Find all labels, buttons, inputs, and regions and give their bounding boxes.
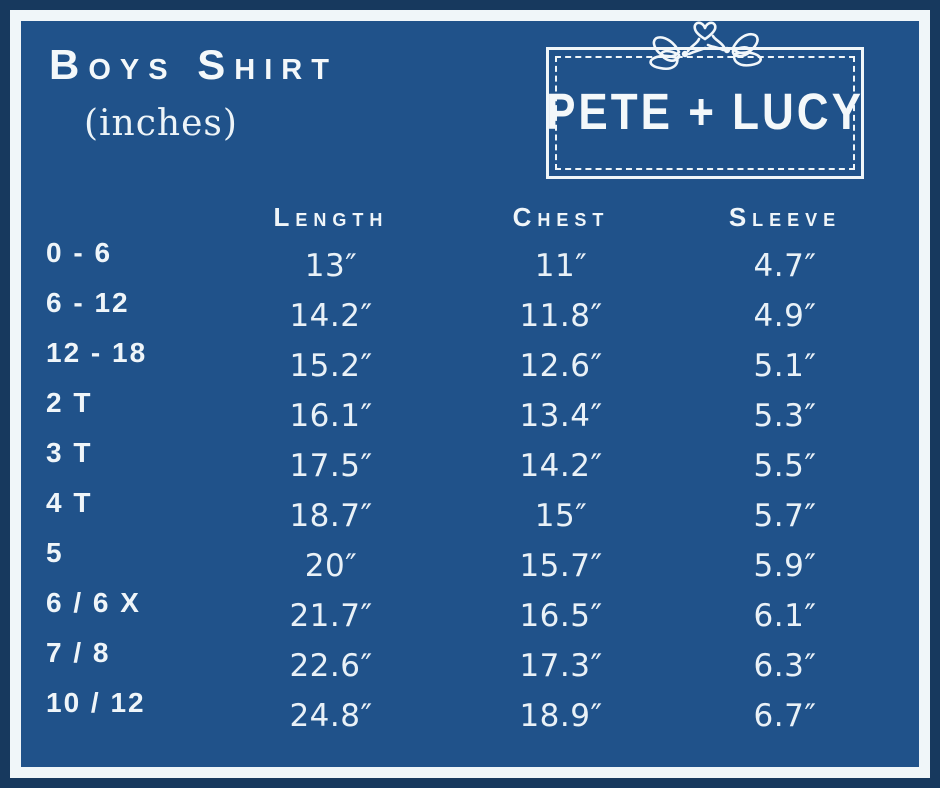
heart-icon [693,21,717,41]
row-length-value: 18.7″ [289,498,373,534]
row-length-value: 22.6″ [289,648,373,684]
table-header-row: Length Chest Sleeve [21,197,899,237]
row-size-label: 0 - 6 [46,237,113,268]
row-size-label: 2 T [46,387,93,418]
row-sleeve-value: 4.7″ [753,248,817,284]
row-sleeve-value: 6.3″ [753,648,817,684]
row-size-label: 7 / 8 [46,637,111,668]
row-sleeve-value: 6.7″ [753,698,817,734]
row-size-label: 4 T [46,487,93,518]
table-body: 0 - 6 13″ 11″ 4.7″ 6 - 12 14.2″ 11.8″ 4.9″ 12 - … [21,237,899,737]
row-sleeve-value: 4.9″ [753,298,817,334]
size-chart: Length Chest Sleeve 0 - 6 13″ 11″ 4.7″ 6 - 1… [21,197,899,737]
column-header-chest: Chest [512,201,610,232]
table-row: 0 - 6 13″ 11″ 4.7″ [21,237,899,287]
row-size-label: 3 T [46,437,93,468]
logo-dashed-border: PETE + LUCY [546,56,861,170]
table-row: 10 / 12 24.8″ 18.9″ 6.7″ [21,687,899,737]
row-chest-value: 14.2″ [519,448,603,484]
brand-name: PETE + LUCY [546,84,864,141]
row-chest-value: 16.5″ [519,598,603,634]
row-sleeve-value: 5.5″ [753,448,817,484]
row-sleeve-value: 5.7″ [753,498,817,534]
units-label: (inches) [84,103,238,144]
table-row: 4 T 18.7″ 15″ 5.7″ [21,487,899,537]
table-row: 7 / 8 22.6″ 17.3″ 6.3″ [21,637,899,687]
row-chest-value: 11″ [534,248,588,284]
row-chest-value: 11.8″ [519,298,603,334]
row-size-label: 6 / 6 X [46,587,141,618]
row-chest-value: 17.3″ [519,648,603,684]
row-length-value: 20″ [304,548,358,584]
row-length-value: 14.2″ [289,298,373,334]
row-size-label: 5 [46,537,64,568]
page-title: Boys Shirt [49,41,338,88]
row-sleeve-value: 5.9″ [753,548,817,584]
row-length-value: 16.1″ [289,398,373,434]
row-size-label: 12 - 18 [46,337,148,368]
table-row: 2 T 16.1″ 13.4″ 5.3″ [21,387,899,437]
row-length-value: 24.8″ [289,698,373,734]
row-size-label: 6 - 12 [46,287,130,318]
row-length-value: 17.5″ [289,448,373,484]
column-header-length: Length [273,201,389,232]
row-length-value: 15.2″ [289,348,373,384]
firefly-right-icon [706,32,762,67]
row-chest-value: 15″ [534,498,588,534]
table-row: 5 20″ 15.7″ 5.9″ [21,537,899,587]
row-chest-value: 13.4″ [519,398,603,434]
row-size-label: 10 / 12 [46,687,146,718]
brand-logo: PETE + LUCY [546,21,864,179]
row-chest-value: 15.7″ [519,548,603,584]
table-row: 6 - 12 14.2″ 11.8″ 4.9″ [21,287,899,337]
chart-panel: Boys Shirt (inches) [10,10,930,778]
table-row: 3 T 17.5″ 14.2″ 5.5″ [21,437,899,487]
row-sleeve-value: 5.1″ [753,348,817,384]
row-length-value: 13″ [304,248,358,284]
row-chest-value: 18.9″ [519,698,603,734]
row-sleeve-value: 5.3″ [753,398,817,434]
row-chest-value: 12.6″ [519,348,603,384]
table-row: 6 / 6 X 21.7″ 16.5″ 6.1″ [21,587,899,637]
column-header-sleeve: Sleeve [728,201,842,232]
row-sleeve-value: 6.1″ [753,598,817,634]
table-row: 12 - 18 15.2″ 12.6″ 5.1″ [21,337,899,387]
row-length-value: 21.7″ [289,598,373,634]
